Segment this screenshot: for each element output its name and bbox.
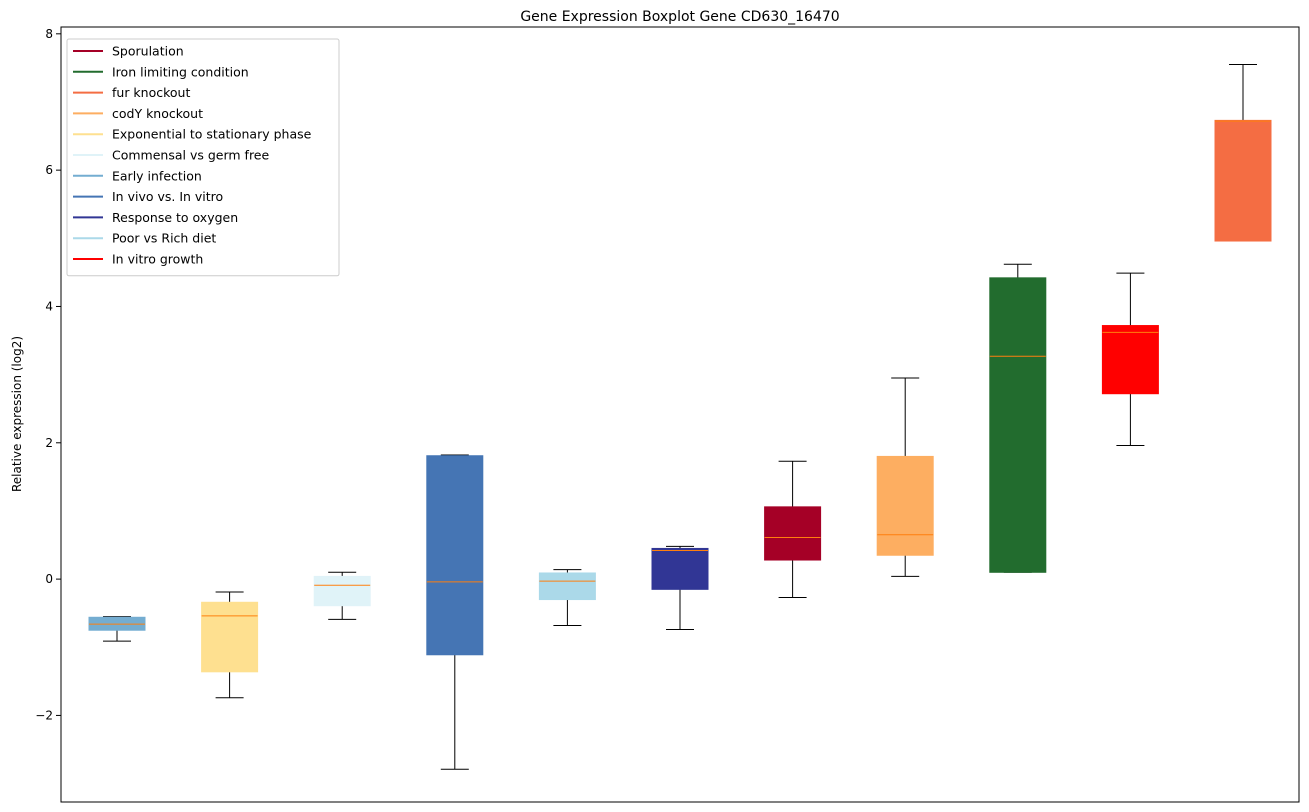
box-body [538,572,596,601]
box-4 [426,454,484,770]
legend-label: Iron limiting condition [112,64,249,79]
box-body [313,575,371,607]
box-body [989,277,1047,573]
box-11 [1214,63,1272,242]
legend-label: In vivo vs. In vitro [112,189,223,204]
legend-label: In vitro growth [112,252,203,267]
box-body [651,547,709,590]
legend-label: Early infection [112,168,202,183]
box-8 [876,377,934,577]
box-body [1214,119,1272,242]
chart-title: Gene Expression Boxplot Gene CD630_16470 [520,9,839,25]
box-body [201,601,259,673]
y-tick-label: 6 [45,163,53,177]
box-body [764,506,822,561]
legend-label: Commensal vs germ free [112,148,269,163]
y-axis-label: Relative expression (log2) [10,336,24,492]
box-7 [764,460,822,599]
legend-label: Sporulation [112,44,184,59]
box-body [1101,325,1159,395]
legend-label: Response to oxygen [112,210,238,225]
legend-label: Exponential to stationary phase [112,127,312,142]
legend-frame [66,38,340,277]
y-tick-label: 0 [45,572,53,586]
y-tick-label: 4 [45,299,53,313]
y-tick-label: −2 [35,708,53,722]
box-body [426,455,484,656]
box-9 [989,263,1047,573]
box-5 [538,569,596,626]
y-axis: −2 0 2 4 6 8 [35,27,61,722]
legend-label: fur knockout [112,85,190,100]
box-10 [1101,272,1159,447]
box-2 [201,591,259,699]
legend-label: Poor vs Rich diet [112,231,216,246]
boxes-group [88,63,1272,770]
y-tick-label: 8 [45,27,53,41]
box-body [876,455,934,556]
box-1 [88,616,146,642]
box-3 [313,571,371,620]
box-6 [651,545,709,631]
y-tick-label: 2 [45,436,53,450]
legend-label: codY knockout [112,106,203,121]
legend: Sporulation Iron limiting condition fur kn… [66,38,340,277]
